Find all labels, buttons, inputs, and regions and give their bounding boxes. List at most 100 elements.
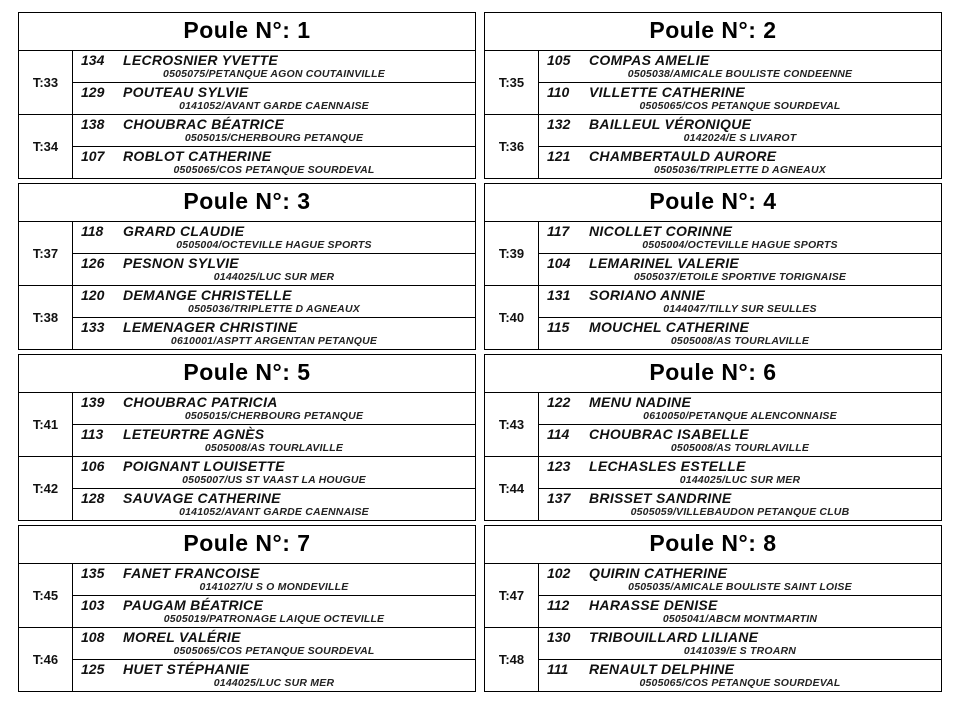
player-name: HARASSE DENISE [589, 597, 718, 613]
player-row: 128SAUVAGE CATHERINE0141052/AVANT GARDE … [73, 489, 475, 520]
player-club: 0141052/AVANT GARDE CAENNAISE [73, 506, 475, 520]
player-number: 111 [547, 661, 589, 677]
match-time: T:41 [19, 393, 73, 456]
players: 117NICOLLET CORINNE0505004/OCTEVILLE HAG… [539, 222, 941, 285]
player-number: 139 [81, 394, 123, 410]
players: 120DEMANGE CHRISTELLE0505036/TRIPLETTE D… [73, 286, 475, 349]
player-club: 0505038/AMICALE BOULISTE CONDEENNE [539, 68, 941, 82]
players: 139CHOUBRAC PATRICIA0505015/CHERBOURG PE… [73, 393, 475, 456]
player-line: 102QUIRIN CATHERINE [539, 564, 941, 581]
player-number: 104 [547, 255, 589, 271]
player-line: 131SORIANO ANNIE [539, 286, 941, 303]
player-row: 132BAILLEUL VÉRONIQUE0142024/E S LIVAROT [539, 115, 941, 147]
players: 123LECHASLES ESTELLE0144025/LUC SUR MER1… [539, 457, 941, 520]
match: T:48130TRIBOUILLARD LILIANE0141039/E S T… [485, 628, 941, 691]
player-name: NICOLLET CORINNE [589, 223, 732, 239]
player-name: CHOUBRAC ISABELLE [589, 426, 749, 442]
player-club: 0142024/E S LIVAROT [539, 132, 941, 146]
player-club: 0144047/TILLY SUR SEULLES [539, 303, 941, 317]
player-club: 0505007/US ST VAAST LA HOUGUE [73, 474, 475, 488]
player-name: BRISSET SANDRINE [589, 490, 731, 506]
player-number: 114 [547, 426, 589, 442]
player-name: LECROSNIER YVETTE [123, 52, 278, 68]
player-line: 105COMPAS AMELIE [539, 51, 941, 68]
player-line: 132BAILLEUL VÉRONIQUE [539, 115, 941, 132]
player-row: 138CHOUBRAC BÉATRICE0505015/CHERBOURG PE… [73, 115, 475, 147]
player-line: 103PAUGAM BÉATRICE [73, 596, 475, 613]
player-club: 0505036/TRIPLETTE D AGNEAUX [539, 164, 941, 178]
player-line: 111RENAULT DELPHINE [539, 660, 941, 677]
match: T:41139CHOUBRAC PATRICIA0505015/CHERBOUR… [19, 393, 475, 457]
player-line: 129POUTEAU SYLVIE [73, 83, 475, 100]
player-row: 123LECHASLES ESTELLE0144025/LUC SUR MER [539, 457, 941, 489]
player-line: 123LECHASLES ESTELLE [539, 457, 941, 474]
match: T:45135FANET FRANCOISE0141027/U S O MOND… [19, 564, 475, 628]
poule: Poule N°: 8T:47102QUIRIN CATHERINE050503… [484, 525, 942, 692]
player-club: 0505015/CHERBOURG PETANQUE [73, 410, 475, 424]
poule-title: Poule N°: 4 [485, 184, 941, 222]
match-time: T:42 [19, 457, 73, 520]
player-row: 133LEMENAGER CHRISTINE0610001/ASPTT ARGE… [73, 318, 475, 349]
player-line: 117NICOLLET CORINNE [539, 222, 941, 239]
poules-grid: Poule N°: 1T:33134LECROSNIER YVETTE05050… [18, 12, 942, 692]
player-club: 0141027/U S O MONDEVILLE [73, 581, 475, 595]
player-line: 126PESNON SYLVIE [73, 254, 475, 271]
player-club: 0505008/AS TOURLAVILLE [539, 335, 941, 349]
player-row: 122MENU NADINE0610050/PETANQUE ALENCONNA… [539, 393, 941, 425]
player-row: 102QUIRIN CATHERINE0505035/AMICALE BOULI… [539, 564, 941, 596]
player-club: 0505019/PATRONAGE LAIQUE OCTEVILLE [73, 613, 475, 627]
player-row: 131SORIANO ANNIE0144047/TILLY SUR SEULLE… [539, 286, 941, 318]
player-number: 103 [81, 597, 123, 613]
player-number: 115 [547, 319, 589, 335]
player-row: 108MOREL VALÉRIE0505065/COS PETANQUE SOU… [73, 628, 475, 660]
poule: Poule N°: 7T:45135FANET FRANCOISE0141027… [18, 525, 476, 692]
player-line: 138CHOUBRAC BÉATRICE [73, 115, 475, 132]
players: 130TRIBOUILLARD LILIANE0141039/E S TROAR… [539, 628, 941, 691]
player-name: MOREL VALÉRIE [123, 629, 241, 645]
player-club: 0505065/COS PETANQUE SOURDEVAL [73, 164, 475, 178]
player-name: CHAMBERTAULD AURORE [589, 148, 776, 164]
player-row: 130TRIBOUILLARD LILIANE0141039/E S TROAR… [539, 628, 941, 660]
match-time: T:33 [19, 51, 73, 114]
player-line: 107ROBLOT CATHERINE [73, 147, 475, 164]
player-line: 113LETEURTRE AGNÈS [73, 425, 475, 442]
match-time: T:34 [19, 115, 73, 178]
player-line: 122MENU NADINE [539, 393, 941, 410]
match-time: T:38 [19, 286, 73, 349]
player-number: 118 [81, 223, 123, 239]
player-number: 128 [81, 490, 123, 506]
player-name: LECHASLES ESTELLE [589, 458, 746, 474]
player-name: VILLETTE CATHERINE [589, 84, 745, 100]
poule: Poule N°: 4T:39117NICOLLET CORINNE050500… [484, 183, 942, 350]
player-club: 0505065/COS PETANQUE SOURDEVAL [539, 100, 941, 114]
match-time: T:39 [485, 222, 539, 285]
player-row: 112HARASSE DENISE0505041/ABCM MONTMARTIN [539, 596, 941, 627]
player-line: 130TRIBOUILLARD LILIANE [539, 628, 941, 645]
player-name: CHOUBRAC BÉATRICE [123, 116, 284, 132]
player-name: QUIRIN CATHERINE [589, 565, 727, 581]
match: T:33134LECROSNIER YVETTE0505075/PETANQUE… [19, 51, 475, 115]
player-line: 120DEMANGE CHRISTELLE [73, 286, 475, 303]
player-club: 0505008/AS TOURLAVILLE [539, 442, 941, 456]
poule-title: Poule N°: 7 [19, 526, 475, 564]
player-name: MENU NADINE [589, 394, 691, 410]
player-number: 134 [81, 52, 123, 68]
players: 138CHOUBRAC BÉATRICE0505015/CHERBOURG PE… [73, 115, 475, 178]
player-name: BAILLEUL VÉRONIQUE [589, 116, 751, 132]
player-line: 106POIGNANT LOUISETTE [73, 457, 475, 474]
player-number: 129 [81, 84, 123, 100]
player-name: TRIBOUILLARD LILIANE [589, 629, 758, 645]
players: 102QUIRIN CATHERINE0505035/AMICALE BOULI… [539, 564, 941, 627]
player-club: 0144025/LUC SUR MER [73, 677, 475, 691]
poule-title: Poule N°: 8 [485, 526, 941, 564]
match: T:39117NICOLLET CORINNE0505004/OCTEVILLE… [485, 222, 941, 286]
player-club: 0505041/ABCM MONTMARTIN [539, 613, 941, 627]
player-number: 131 [547, 287, 589, 303]
player-club: 0505037/ETOILE SPORTIVE TORIGNAISE [539, 271, 941, 285]
player-number: 130 [547, 629, 589, 645]
player-name: PAUGAM BÉATRICE [123, 597, 263, 613]
player-line: 114CHOUBRAC ISABELLE [539, 425, 941, 442]
player-club: 0610001/ASPTT ARGENTAN PETANQUE [73, 335, 475, 349]
match: T:40131SORIANO ANNIE0144047/TILLY SUR SE… [485, 286, 941, 349]
players: 131SORIANO ANNIE0144047/TILLY SUR SEULLE… [539, 286, 941, 349]
